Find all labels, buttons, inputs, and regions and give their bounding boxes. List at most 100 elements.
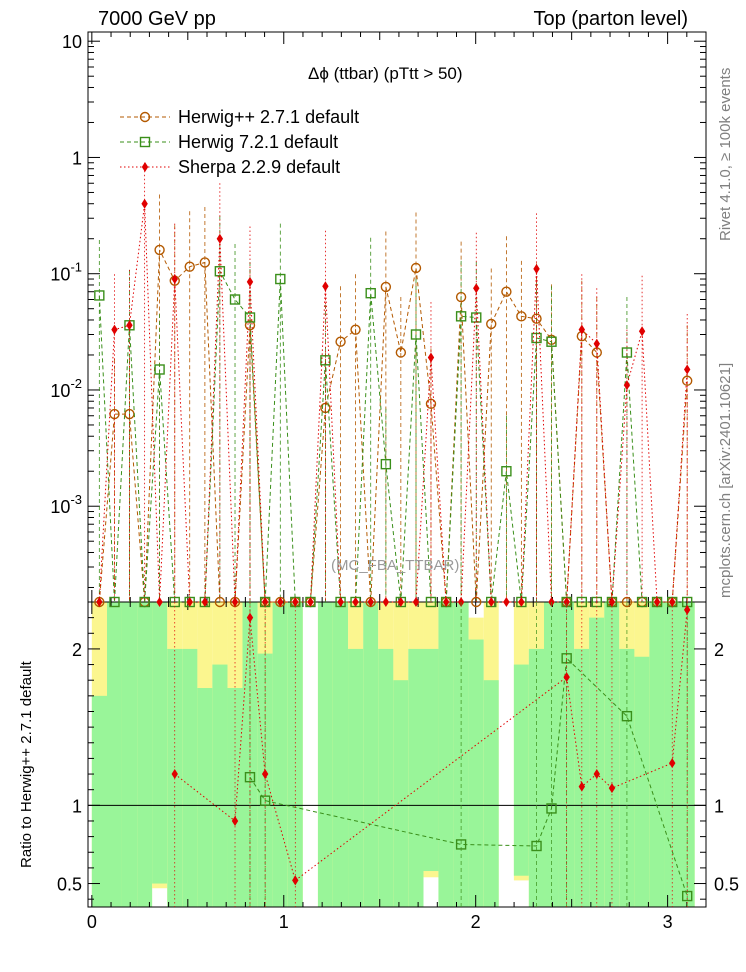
green-band-20 bbox=[408, 648, 424, 907]
ratio-point bbox=[578, 781, 586, 792]
legend-label: Herwig 7.2.1 default bbox=[178, 132, 338, 152]
data-point bbox=[636, 596, 648, 608]
x-tick-label: 3 bbox=[663, 912, 673, 932]
green-band-19 bbox=[393, 680, 409, 907]
data-point bbox=[382, 597, 390, 607]
data-point bbox=[501, 466, 512, 477]
data-point bbox=[275, 273, 286, 285]
green-band-24 bbox=[468, 639, 484, 907]
ratio-point bbox=[171, 769, 178, 780]
ratio-point bbox=[244, 771, 256, 783]
green-band-21 bbox=[423, 648, 439, 872]
green-band-25 bbox=[483, 680, 499, 907]
data-point bbox=[427, 352, 435, 363]
data-point bbox=[516, 311, 527, 322]
green-band-22 bbox=[438, 602, 454, 907]
data-point bbox=[350, 324, 361, 335]
ratio-point bbox=[683, 604, 691, 615]
ratio-point bbox=[546, 803, 557, 814]
data-point bbox=[244, 312, 256, 323]
data-point bbox=[410, 262, 422, 274]
data-point bbox=[184, 261, 195, 272]
green-band-0 bbox=[91, 695, 108, 907]
green-band-3 bbox=[137, 602, 153, 907]
data-point bbox=[593, 338, 600, 349]
green-band-2 bbox=[121, 602, 138, 907]
series-line-1 bbox=[98, 269, 688, 603]
data-point bbox=[322, 281, 329, 292]
main-series bbox=[94, 162, 693, 608]
plot-title: Δϕ (ttbar) (pTtt > 50) bbox=[308, 64, 463, 83]
y-tick-label: 1 bbox=[72, 148, 82, 168]
data-point bbox=[307, 597, 314, 607]
data-point bbox=[638, 326, 646, 337]
side-text-bottom: mcplots.cern.ch [arXiv:2401.10621] bbox=[717, 362, 734, 598]
left-title: 7000 GeV pp bbox=[98, 8, 216, 30]
y-tick-label: 10-1 bbox=[50, 260, 82, 285]
ratio-series bbox=[171, 602, 693, 907]
green-band-18 bbox=[378, 648, 394, 907]
data-point bbox=[518, 597, 525, 607]
data-point bbox=[337, 597, 344, 607]
ratio-point bbox=[261, 769, 269, 780]
right-title: Top (parton level) bbox=[533, 8, 688, 30]
ratio-point bbox=[455, 839, 467, 850]
data-point bbox=[681, 375, 693, 386]
green-band-17 bbox=[363, 602, 379, 907]
data-point bbox=[501, 286, 512, 297]
data-point bbox=[623, 380, 631, 391]
y-tick-label: 10-2 bbox=[50, 376, 82, 401]
watermark: (MC_FBA_TTBAR) bbox=[331, 557, 460, 574]
green-band-9 bbox=[227, 688, 243, 907]
ratio-plot-frame: 0 1 2 3 0.5 0.5 1 1 2 2 bbox=[57, 601, 739, 932]
data-point bbox=[246, 276, 254, 287]
ratio-point bbox=[246, 612, 254, 623]
ratio-point bbox=[292, 875, 299, 886]
green-band-30 bbox=[574, 648, 590, 907]
data-point bbox=[139, 596, 150, 608]
data-point bbox=[199, 257, 211, 268]
data-point bbox=[488, 597, 495, 607]
ratio-point bbox=[593, 769, 600, 780]
data-point bbox=[216, 233, 224, 244]
ratio-y-tick-label-right: 0.5 bbox=[714, 875, 739, 895]
ratio-point bbox=[231, 815, 239, 826]
green-band-15 bbox=[332, 602, 349, 907]
y-tick-label: 10-3 bbox=[50, 492, 82, 517]
series-line-0 bbox=[98, 249, 688, 603]
data-point bbox=[380, 281, 392, 293]
ratio-line-1 bbox=[249, 657, 688, 897]
data-point bbox=[141, 198, 148, 209]
ratio-y-tick-label-right: 1 bbox=[714, 796, 724, 816]
data-point bbox=[546, 336, 557, 347]
legend: Herwig++ 2.7.1 default Herwig 7.2.1 defau… bbox=[120, 107, 359, 177]
ratio-point bbox=[608, 783, 616, 794]
x-tick-label: 0 bbox=[87, 912, 97, 932]
legend-label: Sherpa 2.2.9 default bbox=[178, 157, 340, 177]
legend-marker bbox=[139, 111, 151, 123]
green-band-8 bbox=[212, 664, 228, 907]
data-point bbox=[335, 336, 346, 347]
green-band-16 bbox=[348, 648, 364, 907]
data-point bbox=[533, 263, 540, 274]
ratio-y-axis-label: Ratio to Herwig++ 2.7.1 default bbox=[18, 661, 35, 868]
green-band-14 bbox=[317, 602, 333, 907]
green-band-26 bbox=[513, 664, 529, 876]
legend-label: Herwig++ 2.7.1 default bbox=[178, 107, 359, 127]
green-band-1 bbox=[107, 602, 122, 907]
data-point bbox=[621, 347, 633, 358]
data-point bbox=[395, 347, 407, 358]
data-point bbox=[425, 596, 437, 608]
legend-marker bbox=[139, 136, 151, 148]
data-point bbox=[156, 597, 163, 607]
ratio-y-tick-label-right: 2 bbox=[714, 640, 724, 660]
data-point bbox=[352, 597, 359, 607]
data-point bbox=[578, 324, 586, 335]
ratio-point bbox=[669, 758, 676, 769]
ratio-point bbox=[563, 672, 570, 683]
data-point bbox=[229, 294, 241, 305]
ratio-uncertainty-bands bbox=[91, 602, 695, 907]
data-point bbox=[367, 597, 374, 607]
data-point bbox=[201, 597, 209, 607]
data-point bbox=[111, 324, 118, 335]
